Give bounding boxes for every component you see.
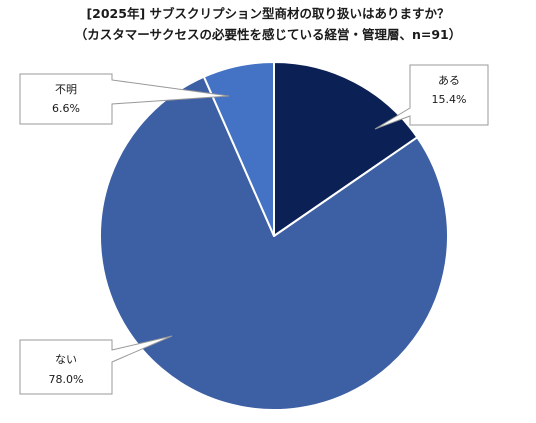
slice-label-nai: ない [55, 353, 77, 366]
slice-value-nai: 78.0% [49, 373, 84, 386]
chart-subtitle: （カスタマーサクセスの必要性を感じている経営・管理層、n=91） [74, 27, 462, 42]
callout-aru: ある 15.4% [374, 64, 489, 130]
slice-value-aru: 15.4% [432, 93, 467, 106]
slice-nai [99, 75, 449, 411]
callout-fumei: 不明 6.6% [19, 73, 230, 125]
slice-fumei [202, 61, 275, 237]
slice-label-fumei: 不明 [55, 83, 77, 96]
chart-title: [2025年] サブスクリプション型商材の取り扱いはありますか？ [86, 6, 450, 21]
slice-aru [273, 61, 419, 237]
slice-value-fumei: 6.6% [52, 102, 80, 115]
slice-label-aru: ある [438, 74, 460, 87]
callout-nai: ない 78.0% [19, 335, 173, 395]
